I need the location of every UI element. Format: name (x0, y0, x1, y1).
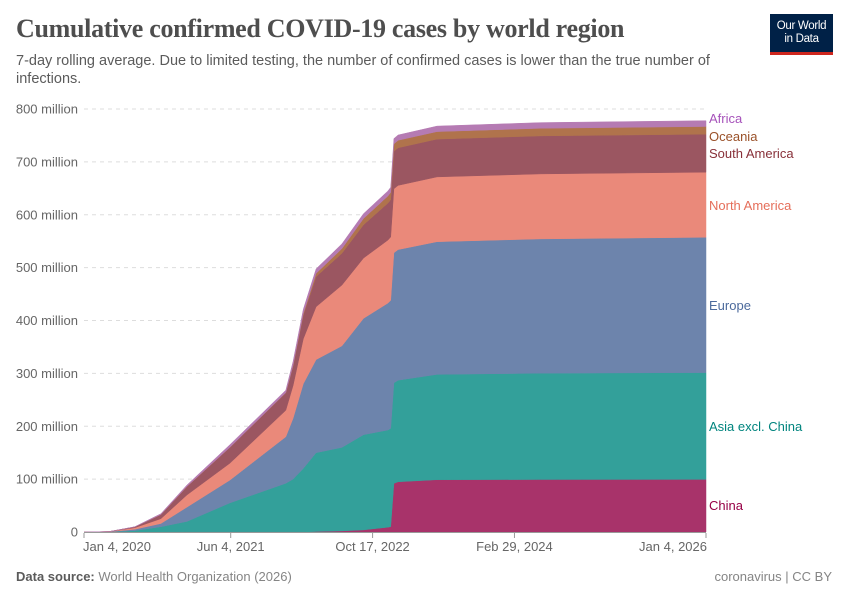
y-tick-label: 700 million (16, 154, 78, 169)
data-source-link[interactable]: World Health Organization (2026) (98, 569, 292, 584)
area-africa (83, 120, 707, 533)
y-tick-label: 600 million (16, 207, 78, 222)
data-source: Data source: World Health Organization (… (16, 569, 292, 584)
owid-logo[interactable]: Our World in Data (770, 14, 833, 55)
y-tick-label: 300 million (16, 366, 78, 381)
series-label-oceania: Oceania (709, 129, 758, 144)
y-tick-label: 800 million (16, 102, 78, 117)
license-text[interactable]: coronavirus | CC BY (714, 569, 832, 584)
chart-title: Cumulative confirmed COVID-19 cases by w… (16, 14, 625, 43)
y-tick-label: 0 (71, 525, 78, 540)
y-tick-label: 200 million (16, 419, 78, 434)
series-label-south-america: South America (709, 146, 794, 161)
y-tick-label: 400 million (16, 313, 78, 328)
y-tick-label: 100 million (16, 472, 78, 487)
x-tick-label: Jan 4, 2020 (83, 539, 151, 554)
y-tick-label: 500 million (16, 260, 78, 275)
chart-subtitle: 7-day rolling average. Due to limited te… (16, 53, 710, 87)
series-label-north-america: North America (709, 198, 792, 213)
logo-line-1: Our World (776, 20, 827, 32)
logo-line-2: in Data (784, 33, 819, 45)
x-tick-label: Jan 4, 2026 (639, 539, 707, 554)
series-label-africa: Africa (709, 111, 743, 126)
data-source-label: Data source: (16, 569, 95, 584)
x-tick-label: Feb 29, 2024 (476, 539, 553, 554)
series-label-asia-excl-china: Asia excl. China (709, 419, 803, 434)
series-label-china: China (709, 498, 744, 513)
series-label-europe: Europe (709, 298, 751, 313)
x-tick-label: Oct 17, 2022 (335, 539, 409, 554)
x-tick-label: Jun 4, 2021 (197, 539, 265, 554)
